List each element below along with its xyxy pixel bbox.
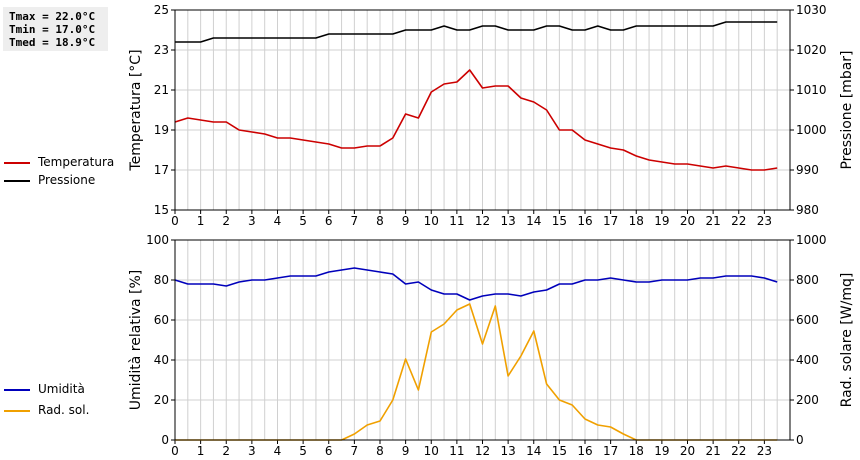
chart1-xtick-label: 23 (757, 214, 772, 228)
chart1-series-2-line (175, 21, 778, 43)
legend-swatch-umidita (4, 388, 30, 391)
legend-pressione: Pressione (4, 172, 95, 188)
chart1-xtick-label: 8 (376, 214, 384, 228)
chart1-ytick-label-right: 980 (796, 203, 819, 217)
chart1-xtick-label: 16 (577, 214, 592, 228)
chart2-xtick-label: 17 (603, 444, 618, 458)
chart1-xtick-label: 19 (654, 214, 669, 228)
chart2-xtick-label: 7 (351, 444, 359, 458)
chart1-xtick-label: 6 (325, 214, 333, 228)
chart1-ytick-label-right: 990 (796, 163, 819, 177)
chart1-xtick-label: 20 (680, 214, 695, 228)
chart1-ytick-label-right: 1010 (796, 83, 827, 97)
chart2-ytick-label-right: 600 (796, 313, 819, 327)
chart2-xtick-label: 19 (654, 444, 669, 458)
chart2-xtick-label: 16 (577, 444, 592, 458)
chart2-xtick-label: 3 (248, 444, 256, 458)
chart2-xtick-label: 22 (731, 444, 746, 458)
chart1-xtick-label: 1 (197, 214, 205, 228)
chart2-xtick-label: 2 (222, 444, 230, 458)
tmin-label: Tmin = 17.0°C (9, 23, 96, 36)
chart2-ytick-label-left: 40 (154, 353, 169, 367)
legend-swatch-pressione (4, 179, 30, 182)
chart2-ytick-label-right: 800 (796, 273, 819, 287)
chart2-ytick-label-left: 20 (154, 393, 169, 407)
chart1-xtick-label: 3 (248, 214, 256, 228)
chart1-xtick-label: 5 (299, 214, 307, 228)
tmax-label: Tmax = 22.0°C (9, 10, 96, 23)
legend-label-temperatura: Temperatura (38, 155, 115, 169)
chart2-xtick-label: 11 (449, 444, 464, 458)
legend-radsol: Rad. sol. (4, 402, 89, 418)
chart2-ylabel-left: Umidità relativa [%] (128, 270, 144, 411)
chart2-ytick-label-left: 80 (154, 273, 169, 287)
chart1-ytick-label-right: 1000 (796, 123, 827, 137)
chart1-ytick-label-left: 23 (154, 43, 169, 57)
chart1-ytick-label-left: 17 (154, 163, 169, 177)
chart2-xtick-label: 10 (424, 444, 439, 458)
chart1-xtick-label: 11 (449, 214, 464, 228)
chart1-xtick-label: 9 (402, 214, 410, 228)
chart2-xtick-label: 1 (197, 444, 205, 458)
chart2-xtick-label: 0 (171, 444, 179, 458)
chart1-ytick-label-left: 19 (154, 123, 169, 137)
chart2-xtick-label: 6 (325, 444, 333, 458)
chart2-ytick-label-right: 0 (796, 433, 804, 447)
legend-temperatura: Temperatura (4, 154, 114, 170)
legend-swatch-temperatura (4, 161, 30, 164)
chart1-xtick-label: 12 (475, 214, 490, 228)
legend-umidita: Umidità (4, 381, 85, 397)
chart1-ylabel-left: Temperatura [°C] (128, 49, 144, 171)
chart1-ytick-label-right: 1030 (796, 3, 827, 17)
tmed-label: Tmed = 18.9°C (9, 36, 96, 49)
chart1-ytick-label-left: 15 (154, 203, 169, 217)
legend-label-umidita: Umidità (38, 382, 85, 396)
chart2-xtick-label: 21 (705, 444, 720, 458)
chart1-xtick-label: 15 (552, 214, 567, 228)
chart2-xtick-label: 5 (299, 444, 307, 458)
chart1-xtick-label: 2 (222, 214, 230, 228)
legend-label-pressione: Pressione (38, 173, 96, 187)
chart1-xtick-label: 21 (705, 214, 720, 228)
chart2-xtick-label: 23 (757, 444, 772, 458)
chart1-xtick-label: 22 (731, 214, 746, 228)
legend-swatch-radsol (4, 409, 30, 412)
chart2-ytick-label-left: 0 (161, 433, 169, 447)
chart2-ytick-label-left: 100 (146, 233, 169, 247)
chart2-xtick-label: 8 (376, 444, 384, 458)
legend-label-radsol: Rad. sol. (38, 403, 90, 417)
chart2-ytick-label-right: 1000 (796, 233, 827, 247)
chart2-ylabel-right: Rad. solare [W/mq] (839, 273, 855, 408)
chart2-ytick-label-left: 60 (154, 313, 169, 327)
chart2-ytick-label-right: 400 (796, 353, 819, 367)
chart1-xtick-label: 18 (629, 214, 644, 228)
chart2-xtick-label: 18 (629, 444, 644, 458)
chart1-frame (174, 9, 791, 211)
chart1-xtick-label: 14 (526, 214, 541, 228)
chart1-xtick-label: 10 (424, 214, 439, 228)
chart1-ytick-label-left: 25 (154, 3, 169, 17)
chart1-xtick-label: 13 (500, 214, 515, 228)
chart2-xtick-label: 15 (552, 444, 567, 458)
chart1-xtick-label: 0 (171, 214, 179, 228)
chart2-xtick-label: 14 (526, 444, 541, 458)
chart2-xtick-label: 4 (274, 444, 282, 458)
chart1-series-1-line (174, 69, 778, 171)
chart2-frame (174, 239, 791, 441)
chart1-ytick-label-right: 1020 (796, 43, 827, 57)
chart2-series-2-line (175, 303, 778, 441)
chart1-xtick-label: 7 (351, 214, 359, 228)
chart2-xtick-label: 13 (500, 444, 515, 458)
chart2-xtick-label: 9 (402, 444, 410, 458)
chart2-series-1-line (174, 267, 778, 301)
chart2-ytick-label-right: 200 (796, 393, 819, 407)
chart2-xtick-label: 12 (475, 444, 490, 458)
chart1-ylabel-right: Pressione [mbar] (839, 50, 855, 169)
chart2-xtick-label: 20 (680, 444, 695, 458)
chart1-xtick-label: 4 (274, 214, 282, 228)
chart1-xtick-label: 17 (603, 214, 618, 228)
stats-box: Tmax = 22.0°C Tmin = 17.0°C Tmed = 18.9°C (3, 7, 108, 51)
chart1-ytick-label-left: 21 (154, 83, 169, 97)
